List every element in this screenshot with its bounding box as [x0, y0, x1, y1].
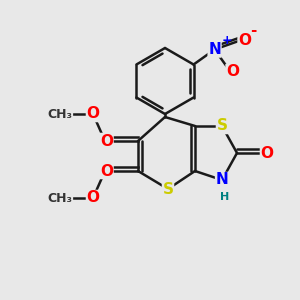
Text: O: O	[86, 190, 100, 206]
Text: S: S	[217, 118, 227, 134]
Text: +: +	[221, 34, 232, 46]
Text: N: N	[208, 42, 221, 57]
Text: O: O	[100, 134, 113, 148]
Text: -: -	[250, 22, 257, 38]
Text: O: O	[86, 106, 100, 122]
Text: CH₃: CH₃	[47, 107, 73, 121]
Text: O: O	[238, 33, 251, 48]
Text: O: O	[226, 64, 239, 80]
Text: CH₃: CH₃	[47, 191, 73, 205]
Text: O: O	[260, 146, 274, 160]
Text: H: H	[220, 191, 230, 202]
Text: O: O	[100, 164, 113, 178]
Text: S: S	[163, 182, 173, 196]
Text: N: N	[216, 172, 228, 188]
